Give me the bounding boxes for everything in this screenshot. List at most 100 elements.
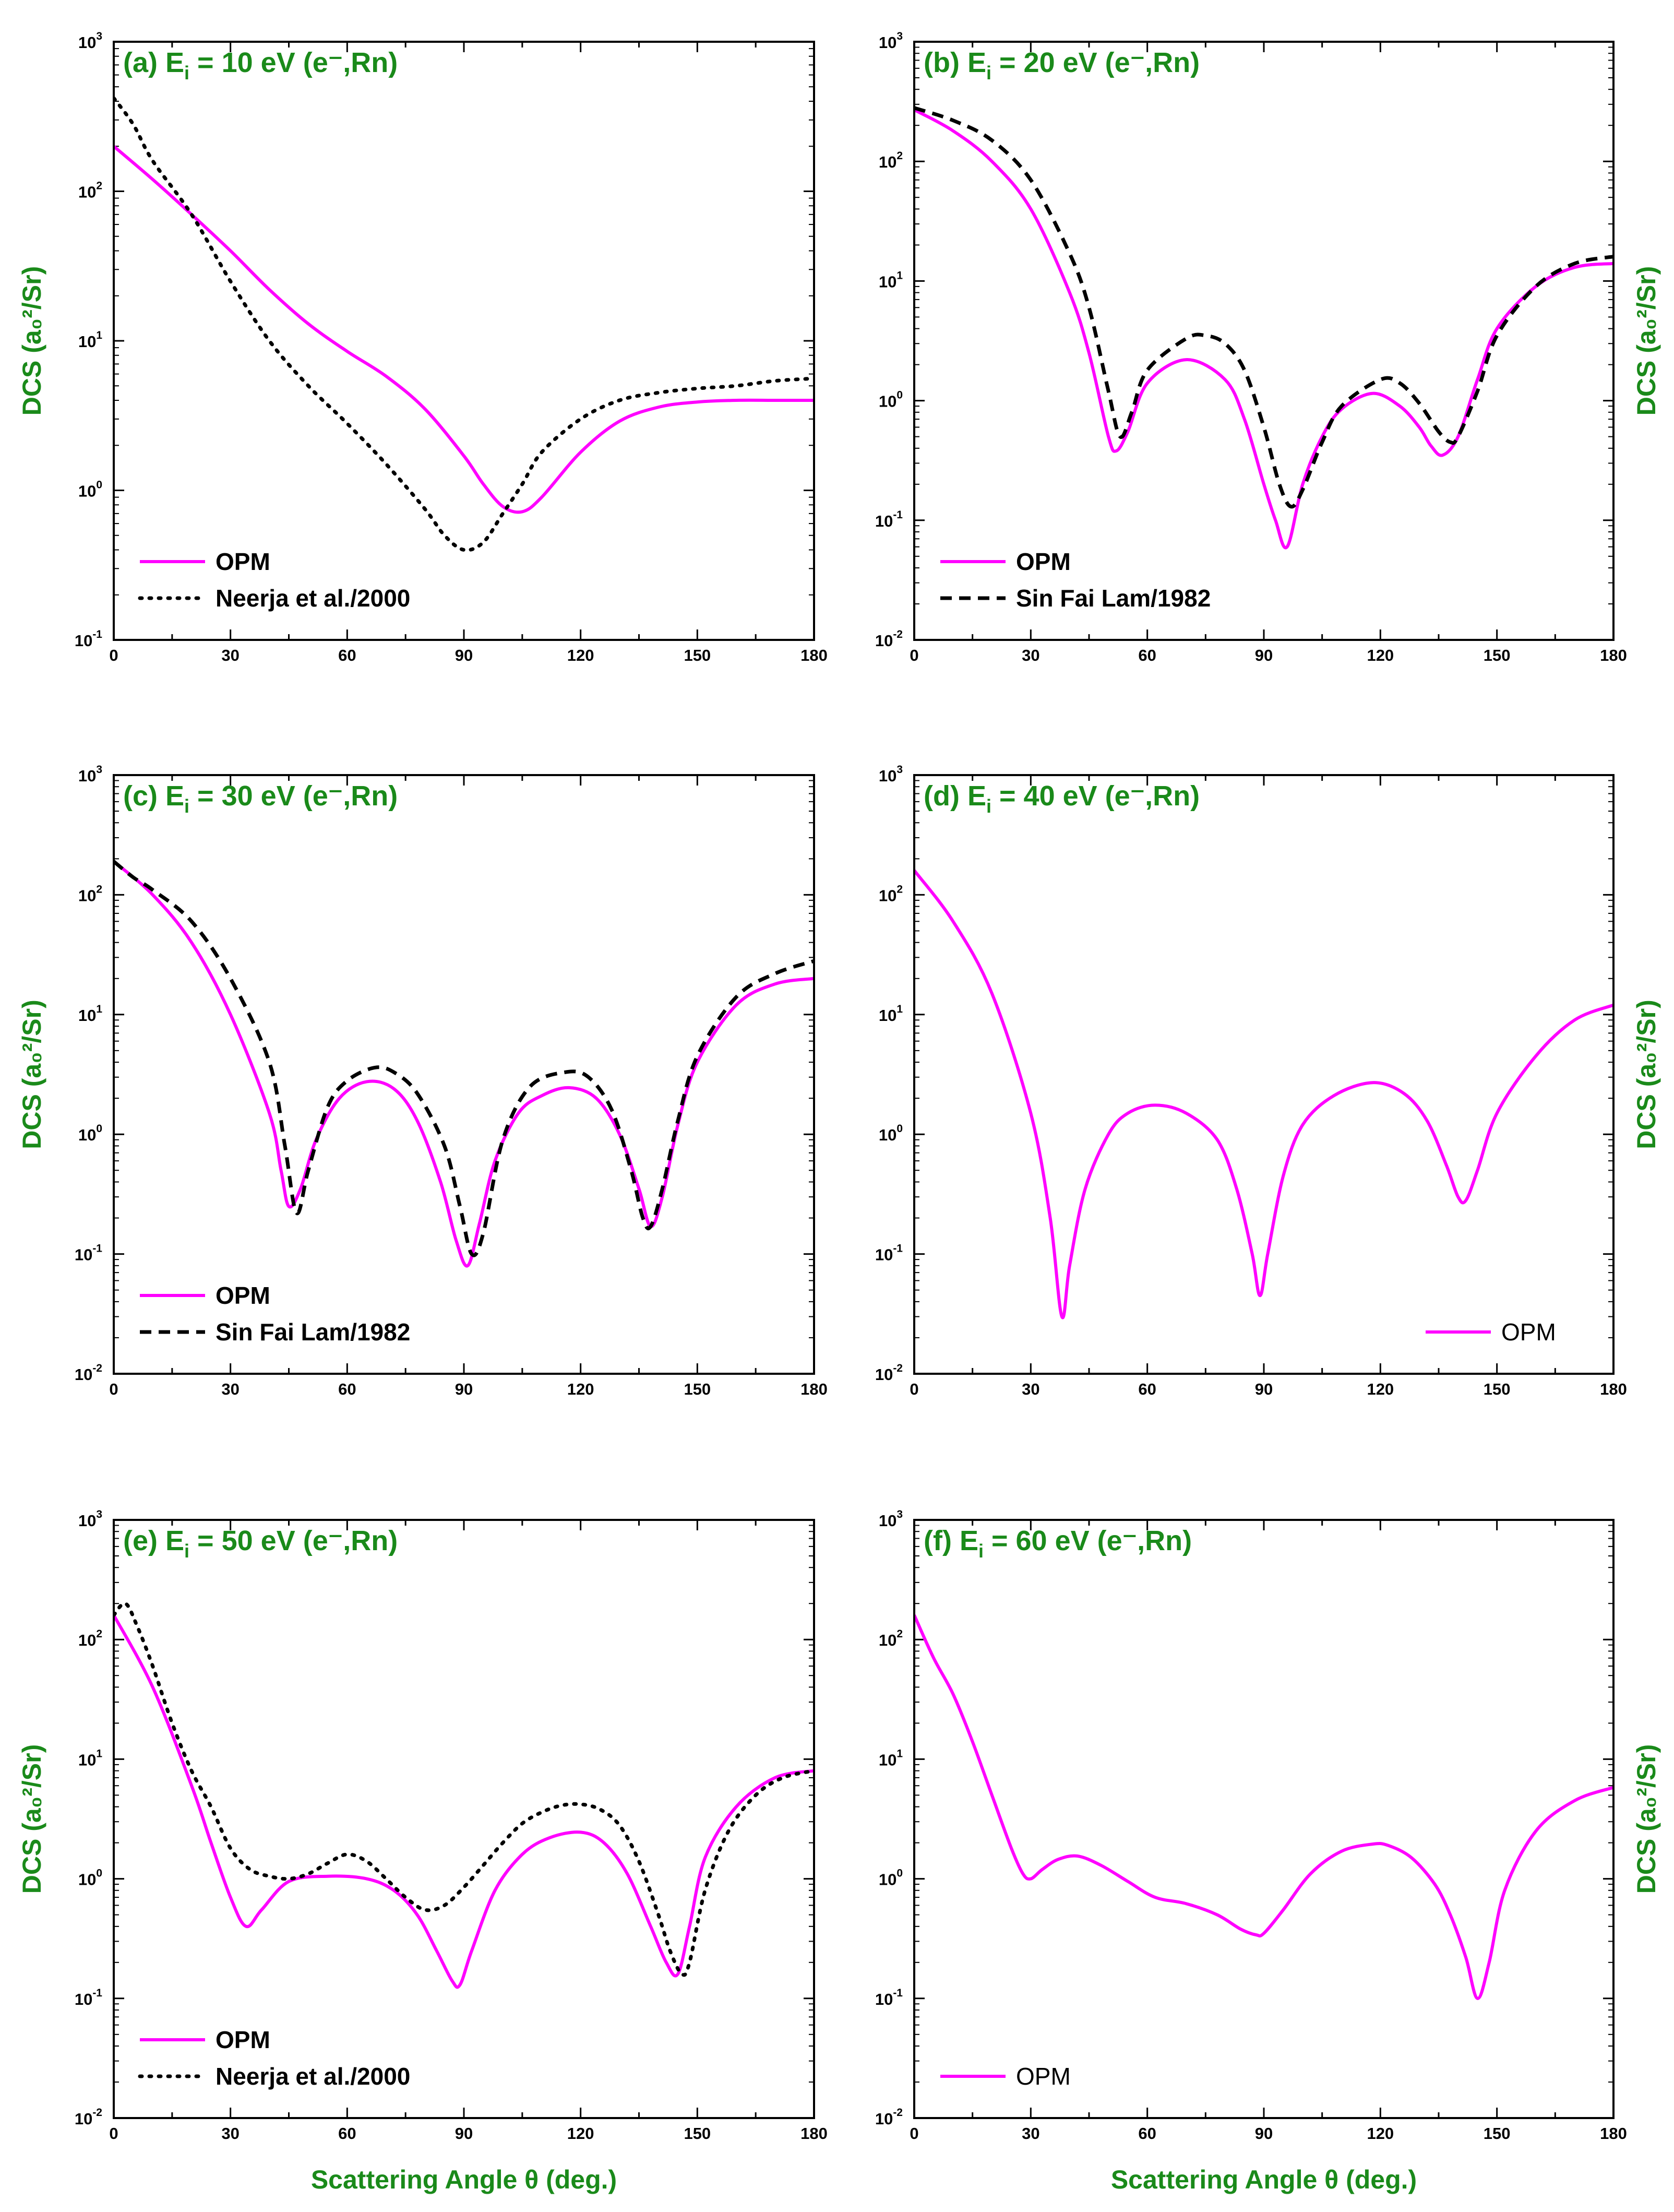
x-tick-label: 120: [567, 2124, 594, 2143]
y-tick-label: 10-2: [75, 2107, 102, 2128]
y-tick-label: 102: [879, 150, 903, 171]
legend-label: OPM: [1016, 2063, 1071, 2090]
panel-title: (f) Ei = 60 eV (e⁻,Rn): [924, 1525, 1192, 1562]
y-tick-label: 102: [78, 180, 102, 201]
x-tick-label: 60: [1138, 2124, 1156, 2143]
x-axis-label: Scattering Angle θ (deg.): [311, 2165, 617, 2194]
plot-frame: [913, 1519, 1615, 2119]
x-tick-label: 30: [1022, 2124, 1039, 2143]
x-tick-label: 30: [1022, 1380, 1039, 1398]
series-line-reference: [914, 106, 1613, 509]
plot-frame: [913, 41, 1615, 641]
y-tick-label: 101: [879, 1747, 903, 1769]
x-tick-label: 60: [1138, 1380, 1156, 1398]
legend-label: Sin Fai Lam/1982: [216, 1318, 410, 1346]
y-tick-label: 102: [879, 1628, 903, 1649]
y-axis-label: DCS (a₀²/Sr): [17, 1744, 46, 1894]
x-tick-label: 120: [1367, 1380, 1394, 1398]
x-tick-label: 150: [1484, 2124, 1511, 2143]
panel-a: 0 30 60 90 120 150 180 10-1 100 101 102 103 (a) Ei =…: [17, 30, 828, 664]
legend-label: OPM: [1501, 1318, 1556, 1346]
y-axis-label: DCS (a₀²/Sr): [1632, 1744, 1661, 1894]
y-tick-label: 102: [78, 1628, 102, 1649]
y-axis-label: DCS (a₀²/Sr): [1632, 266, 1661, 415]
plot-frame: [913, 774, 1615, 1375]
series-line-opm: [114, 145, 814, 514]
x-tick-label: 0: [109, 1380, 118, 1398]
panel-title: (a) Ei = 10 eV (e⁻,Rn): [123, 47, 398, 84]
x-tick-label: 90: [455, 646, 473, 664]
x-tick-label: 150: [684, 646, 711, 664]
y-tick-label: 10-1: [875, 1987, 903, 2008]
x-tick-label: 60: [338, 646, 356, 664]
panel-title: (c) Ei = 30 eV (e⁻,Rn): [123, 780, 398, 817]
y-tick-label: 103: [879, 30, 903, 52]
x-tick-label: 60: [338, 1380, 356, 1398]
x-tick-label: 90: [1255, 1380, 1273, 1398]
y-axis-label: DCS (a₀²/Sr): [17, 266, 46, 415]
plot-frame: [113, 774, 815, 1375]
y-tick-label: 10-1: [75, 1987, 102, 2008]
y-tick-label: 103: [78, 764, 102, 785]
y-tick-label: 102: [879, 883, 903, 905]
series-line-reference: [114, 860, 814, 1257]
y-tick-label: 101: [78, 329, 102, 351]
x-tick-label: 120: [567, 1380, 594, 1398]
series-line-opm: [914, 869, 1613, 1319]
x-tick-label: 0: [109, 2124, 118, 2143]
x-tick-label: 30: [221, 646, 239, 664]
x-tick-label: 60: [1138, 646, 1156, 664]
y-tick-label: 10-1: [75, 1243, 102, 1264]
legend-label: OPM: [1016, 548, 1071, 575]
y-axis-label: DCS (a₀²/Sr): [1632, 1000, 1661, 1149]
panel-e: 0 30 60 90 120 150 180 10-2 10-1 100 101 102 103 (e) …: [17, 1508, 828, 2194]
y-tick-label: 10-1: [875, 1243, 903, 1264]
x-tick-label: 150: [1484, 646, 1511, 664]
x-tick-label: 180: [1600, 1380, 1627, 1398]
panel-title: (b) Ei = 20 eV (e⁻,Rn): [924, 47, 1200, 84]
x-axis-label: Scattering Angle θ (deg.): [1111, 2165, 1417, 2194]
series-line-opm: [114, 1614, 814, 1989]
x-tick-label: 120: [1367, 2124, 1394, 2143]
y-tick-label: 10-1: [75, 628, 102, 650]
y-tick-label: 103: [78, 30, 102, 52]
x-tick-label: 90: [1255, 2124, 1273, 2143]
x-tick-label: 30: [221, 2124, 239, 2143]
x-tick-label: 0: [910, 2124, 918, 2143]
x-tick-label: 180: [800, 2124, 828, 2143]
panel-f: 0 30 60 90 120 150 180 10-2 10-1 100 101 102 103 (f) …: [875, 1508, 1661, 2194]
y-tick-label: 100: [78, 479, 102, 501]
y-tick-label: 103: [78, 1508, 102, 1530]
plot-frame: [113, 1519, 815, 2119]
y-tick-label: 100: [78, 1123, 102, 1144]
y-tick-label: 10-1: [875, 509, 903, 530]
x-tick-label: 0: [910, 646, 918, 664]
y-tick-label: 10-2: [875, 628, 903, 650]
x-tick-label: 30: [1022, 646, 1039, 664]
panel-c: 0 30 60 90 120 150 180 10-2 10-1 100 101 102 103 (c) …: [17, 764, 828, 1398]
legend-label: OPM: [216, 2026, 270, 2053]
x-tick-label: 150: [684, 2124, 711, 2143]
y-tick-label: 10-2: [75, 1362, 102, 1384]
y-tick-label: 101: [879, 1003, 903, 1025]
series-line-opm: [114, 860, 814, 1268]
legend-label: Neerja et al./2000: [216, 2063, 410, 2090]
plot-frame: [113, 41, 815, 641]
x-tick-label: 180: [800, 646, 828, 664]
series-line-reference: [114, 1601, 814, 1977]
legend-label: OPM: [216, 548, 270, 575]
x-tick-label: 150: [1484, 1380, 1511, 1398]
y-axis-label: DCS (a₀²/Sr): [17, 1000, 46, 1149]
x-tick-label: 180: [800, 1380, 828, 1398]
y-tick-label: 102: [78, 883, 102, 905]
series-line-reference: [114, 96, 814, 552]
x-tick-label: 180: [1600, 2124, 1627, 2143]
legend-label: Sin Fai Lam/1982: [1016, 585, 1211, 612]
x-tick-label: 0: [910, 1380, 918, 1398]
y-tick-label: 100: [879, 389, 903, 411]
panel-title: (d) Ei = 40 eV (e⁻,Rn): [924, 780, 1200, 817]
x-tick-label: 0: [109, 646, 118, 664]
x-tick-label: 150: [684, 1380, 711, 1398]
legend-label: OPM: [216, 1282, 270, 1309]
